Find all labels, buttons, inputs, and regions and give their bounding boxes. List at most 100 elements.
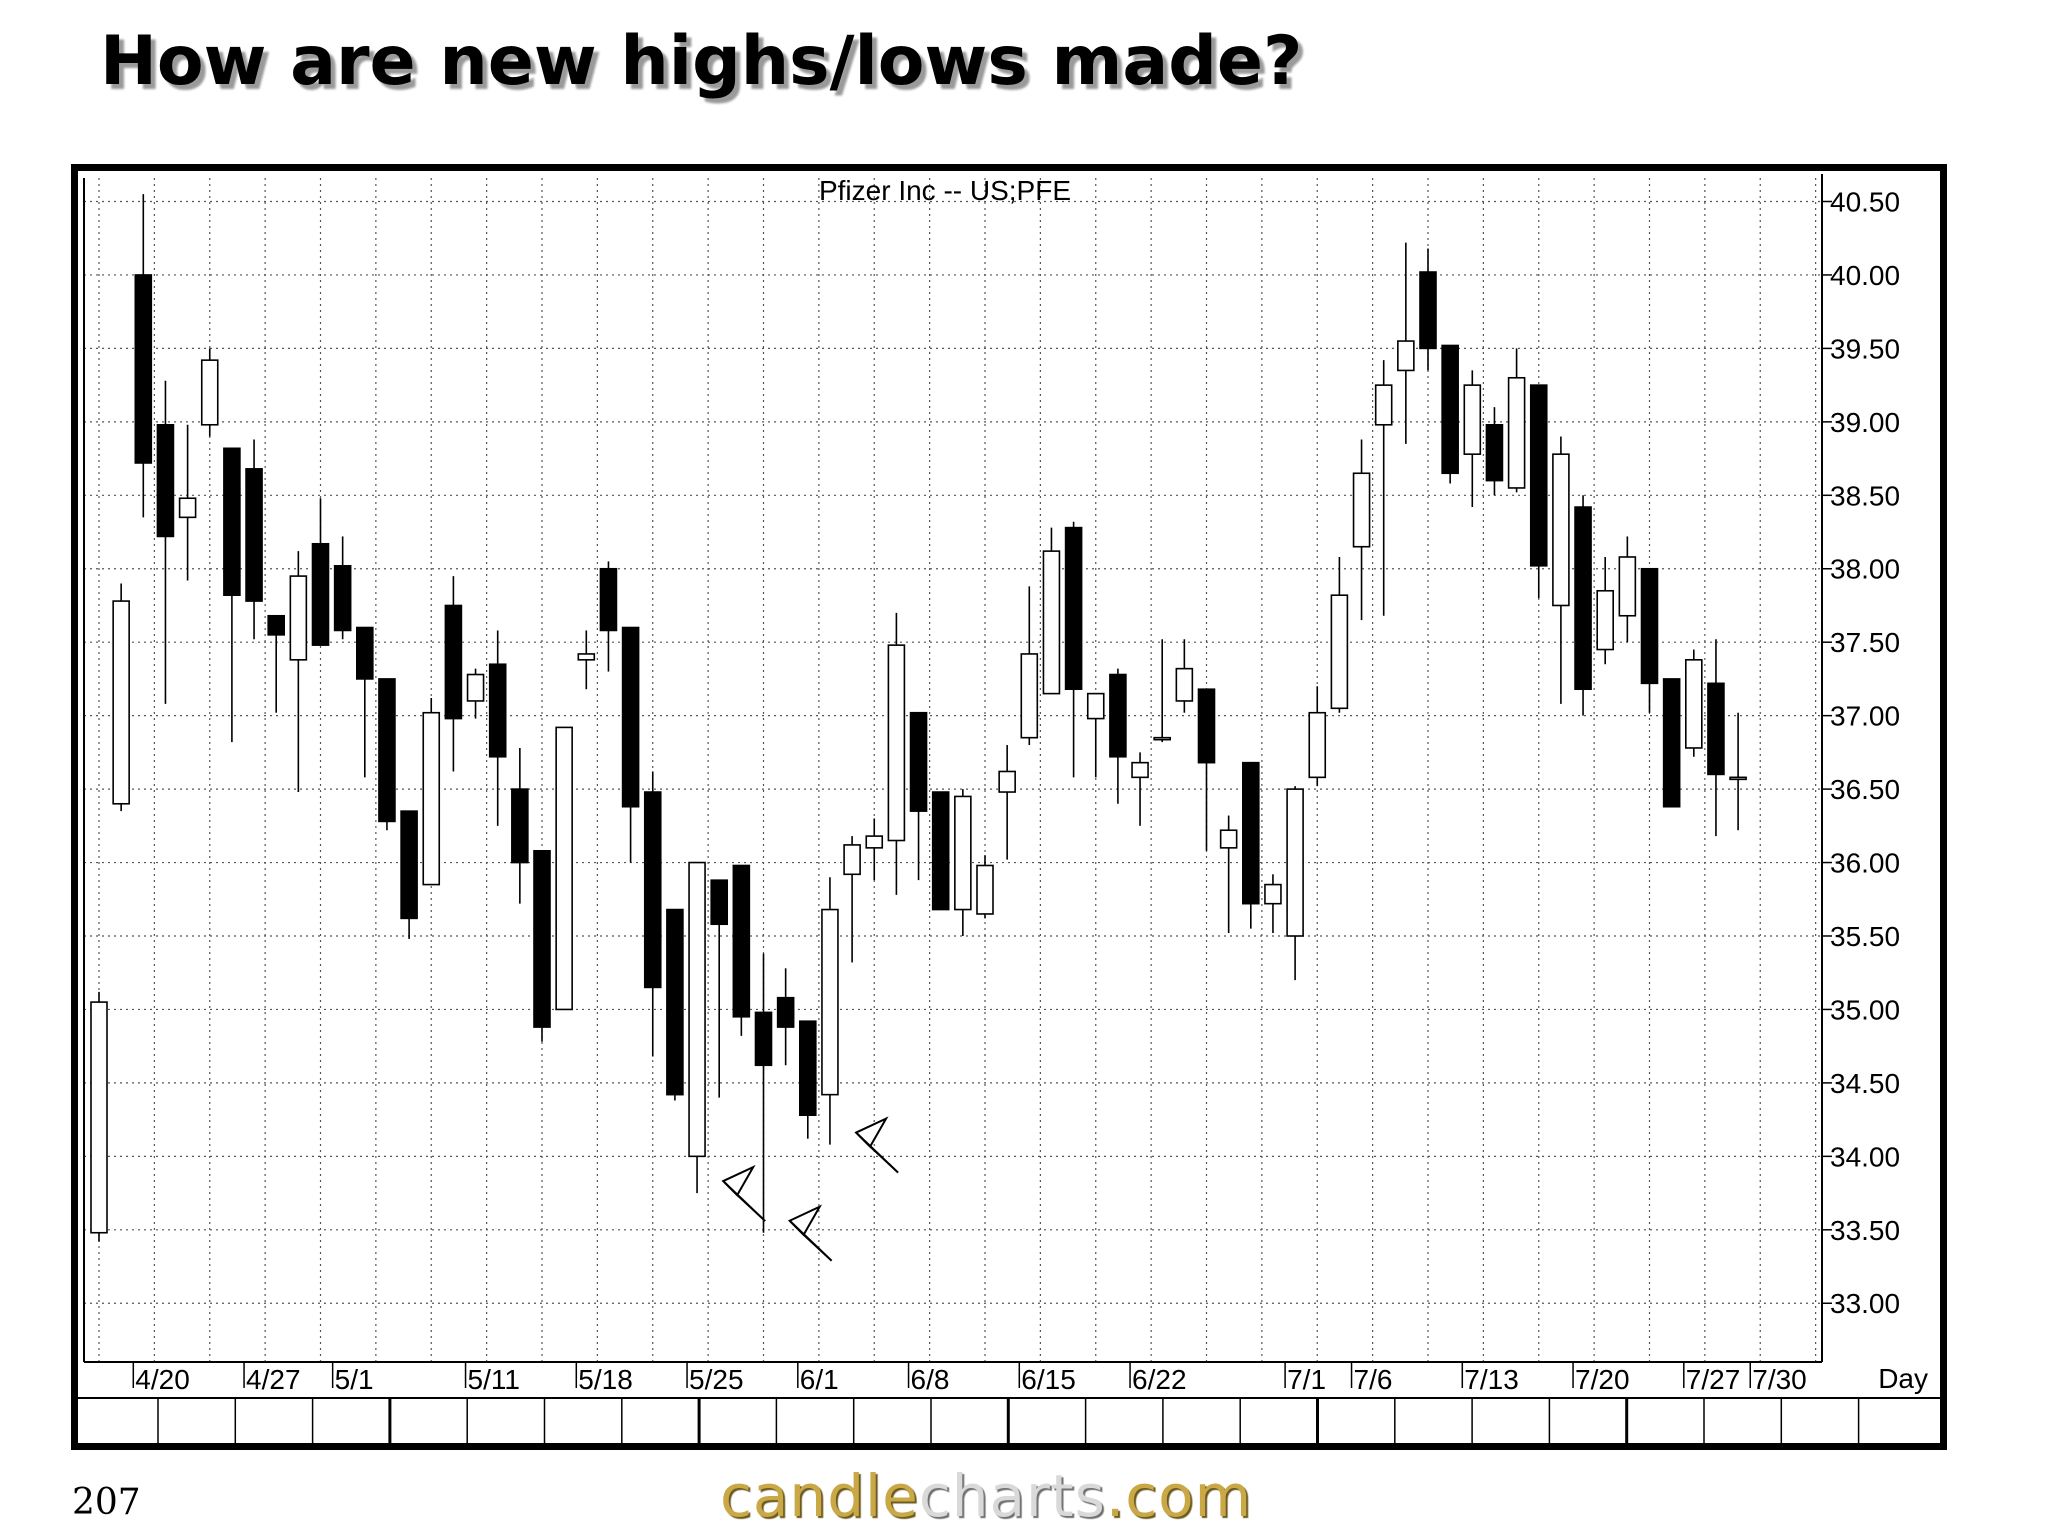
candle [1662, 678, 1681, 808]
candle-body-bearish [1441, 344, 1459, 475]
candle-body-bearish [1064, 526, 1083, 691]
candle [466, 668, 485, 719]
candle [422, 698, 441, 886]
candle [444, 576, 463, 772]
y-tick-label: 33.50 [1830, 1215, 1900, 1246]
candle-body-bullish [954, 795, 972, 911]
candle-body-bullish [289, 575, 308, 661]
candle-body-bearish [1640, 567, 1659, 685]
candle-body-bullish [200, 359, 219, 426]
x-tick-label: 6/8 [911, 1364, 950, 1395]
bottom-panel [78, 1397, 1940, 1450]
y-tick-label: 37.50 [1830, 627, 1900, 658]
candle [865, 818, 884, 881]
y-tick-label: 38.00 [1830, 554, 1900, 585]
candle-body-bearish [1707, 682, 1725, 776]
candle [533, 849, 551, 1042]
candle-body-bullish [843, 844, 861, 876]
candle [599, 561, 618, 672]
candle-body-bullish [1086, 692, 1105, 720]
x-tick-label: 7/20 [1575, 1364, 1630, 1395]
candle-body-bullish [422, 711, 441, 886]
candle-body-bullish [1153, 736, 1171, 741]
candle [732, 864, 751, 1036]
y-tick-label: 36.50 [1830, 774, 1900, 805]
candle [1286, 786, 1304, 981]
candle-body-bullish [112, 600, 130, 805]
x-tick-label: 6/1 [800, 1364, 839, 1395]
candle [1507, 348, 1526, 493]
candle [1574, 495, 1592, 716]
candle-body-bearish [1485, 423, 1504, 482]
candle-body-bearish [311, 542, 330, 646]
candle [1596, 556, 1614, 665]
candle [400, 810, 418, 939]
candle [1264, 874, 1282, 934]
page-number: 207 [72, 1482, 141, 1523]
candle-body-bearish [333, 565, 352, 632]
candle-body-bearish [710, 879, 729, 926]
arrow-dark-face [788, 1220, 833, 1262]
candle-body-bullish [1352, 472, 1371, 548]
candle [710, 879, 729, 1098]
candle [134, 194, 153, 518]
candle-body-bearish [754, 1011, 773, 1067]
candle-body-bearish [355, 626, 374, 680]
candle-body-bullish [976, 864, 994, 915]
x-tick-label: 7/1 [1287, 1364, 1326, 1395]
candle [1308, 686, 1327, 787]
candle [1219, 815, 1238, 934]
candle [1640, 567, 1659, 713]
candle [555, 726, 573, 1011]
candle-body-bearish [156, 423, 175, 538]
x-tick-label: 7/13 [1464, 1364, 1519, 1395]
candle [178, 424, 197, 581]
candle-body-bearish [378, 678, 396, 823]
y-tick-label: 40.00 [1830, 260, 1900, 291]
arrow-light-face [787, 1204, 823, 1237]
candle-body-bearish [666, 908, 684, 1096]
arrow-light-face [721, 1164, 756, 1197]
candle [1352, 439, 1371, 621]
candle [355, 626, 374, 778]
candle [688, 861, 706, 1194]
candle-body-bullish [178, 497, 197, 519]
candle-body-bearish [1419, 271, 1437, 350]
candle-body-bearish [1662, 678, 1681, 808]
candle-body-bullish [1175, 667, 1194, 702]
x-tick-label: 5/11 [468, 1364, 520, 1395]
candle [643, 771, 662, 1057]
candle [577, 630, 596, 690]
arrow-dark-face [722, 1180, 766, 1222]
arrow-annotation [787, 1204, 833, 1262]
candle-body-bearish [621, 626, 640, 808]
grid-lines [84, 178, 1822, 1362]
candle [1441, 344, 1459, 484]
candle [1131, 752, 1149, 826]
y-tick-label: 36.00 [1830, 848, 1900, 879]
candle [245, 439, 263, 640]
candle-body-bearish [1242, 761, 1260, 905]
candle-body-bearish [134, 274, 153, 464]
candle [156, 380, 175, 704]
candle [931, 791, 950, 911]
candle [333, 536, 352, 640]
candle [666, 908, 684, 1101]
candle-body-bullish [1729, 776, 1747, 781]
candle-body-bearish [533, 849, 551, 1028]
x-tick-label: 4/27 [246, 1364, 300, 1395]
candle [1020, 586, 1039, 746]
candle [1552, 436, 1570, 704]
y-tick-label: 39.00 [1830, 407, 1900, 438]
candle [1086, 692, 1105, 778]
x-tick-label: 7/30 [1752, 1364, 1807, 1395]
candle-body-bullish [1463, 384, 1482, 455]
x-tick-label: 7/27 [1686, 1364, 1741, 1395]
candle-body-bearish [488, 663, 507, 758]
x-tick-label: 4/20 [135, 1364, 190, 1395]
y-tick-label: 34.50 [1830, 1068, 1900, 1099]
candle [1175, 639, 1194, 713]
y-tick-label: 40.50 [1830, 187, 1900, 218]
candle-body-bearish [511, 788, 529, 864]
candle [378, 678, 396, 831]
